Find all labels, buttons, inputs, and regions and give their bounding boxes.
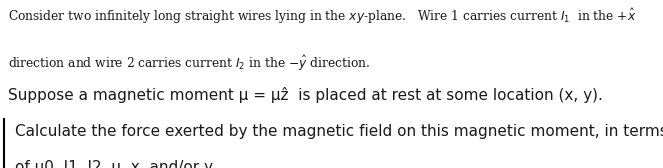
Text: Calculate the force exerted by the magnetic field on this magnetic moment, in te: Calculate the force exerted by the magne… <box>15 124 663 139</box>
Text: Suppose a magnetic moment μ = μẑ  is placed at rest at some location (x, y).: Suppose a magnetic moment μ = μẑ is pla… <box>8 87 603 103</box>
Text: of μ0, I1, I2, μ, x, and/or y.: of μ0, I1, I2, μ, x, and/or y. <box>15 160 215 168</box>
Text: direction and wire 2 carries current $I_2$ in the $-\hat{y}$ direction.: direction and wire 2 carries current $I_… <box>8 54 371 73</box>
Text: Consider two infinitely long straight wires lying in the $xy$-plane.   Wire 1 ca: Consider two infinitely long straight wi… <box>8 7 636 26</box>
